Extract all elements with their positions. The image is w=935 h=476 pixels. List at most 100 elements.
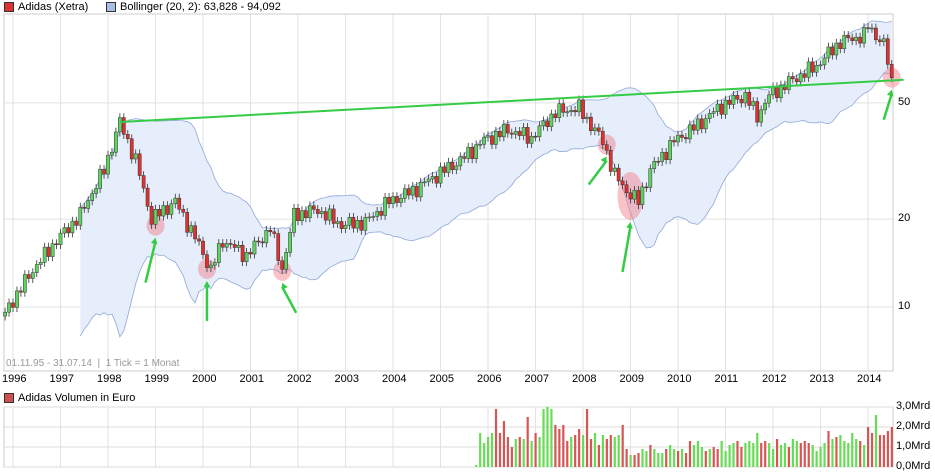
volume-bar: [665, 449, 668, 467]
arrow-shaft: [882, 93, 893, 121]
candle: [648, 168, 653, 188]
candle: [604, 144, 609, 151]
tick-info: 1 Tick = 1 Monat: [105, 358, 180, 369]
candle: [581, 99, 585, 119]
candle: [50, 243, 55, 257]
volume-bar: [823, 443, 826, 467]
candle: [612, 167, 617, 172]
candle: [197, 238, 201, 242]
volume-bar: [502, 421, 506, 467]
legend-price-swatch: [4, 2, 14, 12]
candle: [153, 209, 158, 225]
candle: [806, 61, 811, 78]
candle: [422, 181, 427, 184]
candle: [814, 65, 819, 73]
volume-bar: [692, 445, 696, 467]
volume-bar: [855, 439, 858, 467]
candle: [379, 211, 383, 216]
candle: [498, 131, 502, 138]
candle: [731, 95, 736, 105]
x-tick-label: 2008: [572, 373, 597, 385]
candle: [205, 254, 209, 268]
volume-bar: [847, 443, 850, 467]
candle: [284, 252, 288, 270]
y-tick-label: 10: [898, 300, 911, 312]
volume-bar: [653, 449, 656, 467]
candle: [751, 101, 756, 106]
candle: [414, 186, 419, 198]
volume-bar: [859, 441, 862, 467]
candle: [881, 38, 886, 42]
volume-bar: [589, 439, 593, 467]
candle: [684, 137, 688, 140]
x-tick-label: 2007: [524, 373, 549, 385]
candle: [553, 113, 558, 118]
candle: [727, 99, 732, 105]
candle: [224, 243, 229, 248]
candle: [149, 206, 154, 225]
volume-bar: [684, 453, 688, 467]
volume-bar: [795, 441, 798, 467]
volume-bar: [700, 447, 703, 467]
legend-bollinger-swatch: [106, 2, 116, 12]
volume-bar: [562, 425, 565, 467]
candle: [161, 205, 166, 217]
candle: [173, 197, 178, 205]
candle: [288, 232, 292, 253]
volume-bar: [882, 435, 886, 467]
candle: [7, 302, 11, 313]
volume-bar: [756, 433, 759, 467]
volume-bar: [704, 451, 707, 467]
candle: [533, 135, 538, 138]
candle: [232, 244, 237, 248]
candle: [11, 302, 15, 308]
candle: [395, 196, 399, 203]
volume-bar: [483, 443, 486, 467]
candle: [585, 116, 589, 119]
volume-bar: [546, 407, 549, 467]
candle: [846, 35, 851, 39]
candle: [276, 233, 281, 261]
candle: [244, 252, 249, 262]
candle: [252, 240, 257, 255]
candle: [23, 274, 27, 293]
volume-bar: [490, 433, 494, 467]
candle: [715, 103, 720, 112]
candle: [525, 127, 530, 144]
y-tick-label: 50: [898, 95, 911, 108]
candle: [185, 212, 190, 233]
candle: [339, 221, 344, 229]
candle: [34, 264, 39, 273]
candle: [169, 203, 174, 215]
candle: [387, 197, 391, 204]
candle: [42, 246, 47, 263]
candle: [505, 124, 510, 134]
candle: [790, 76, 795, 80]
volume-bar: [593, 433, 597, 467]
volume-bar: [787, 447, 791, 467]
candle: [656, 161, 661, 163]
candle: [236, 245, 241, 248]
volume-bar: [716, 449, 719, 467]
candle: [644, 186, 649, 189]
candle: [593, 127, 597, 131]
candle: [680, 134, 684, 138]
candle: [343, 224, 348, 229]
candle: [201, 240, 205, 255]
trend-line: [119, 78, 904, 124]
candle: [58, 232, 63, 245]
x-tick-label: 1996: [2, 373, 27, 385]
volume-plot-area: [3, 406, 894, 468]
candle: [703, 118, 708, 130]
candle: [399, 198, 403, 203]
candle: [482, 136, 486, 145]
volume-bar: [597, 445, 601, 467]
volume-bar: [779, 445, 783, 467]
candle: [359, 219, 364, 231]
candle: [19, 290, 23, 293]
candle: [403, 188, 407, 199]
candle: [145, 187, 150, 207]
candle: [213, 262, 217, 266]
x-tick-label: 2009: [619, 373, 644, 385]
